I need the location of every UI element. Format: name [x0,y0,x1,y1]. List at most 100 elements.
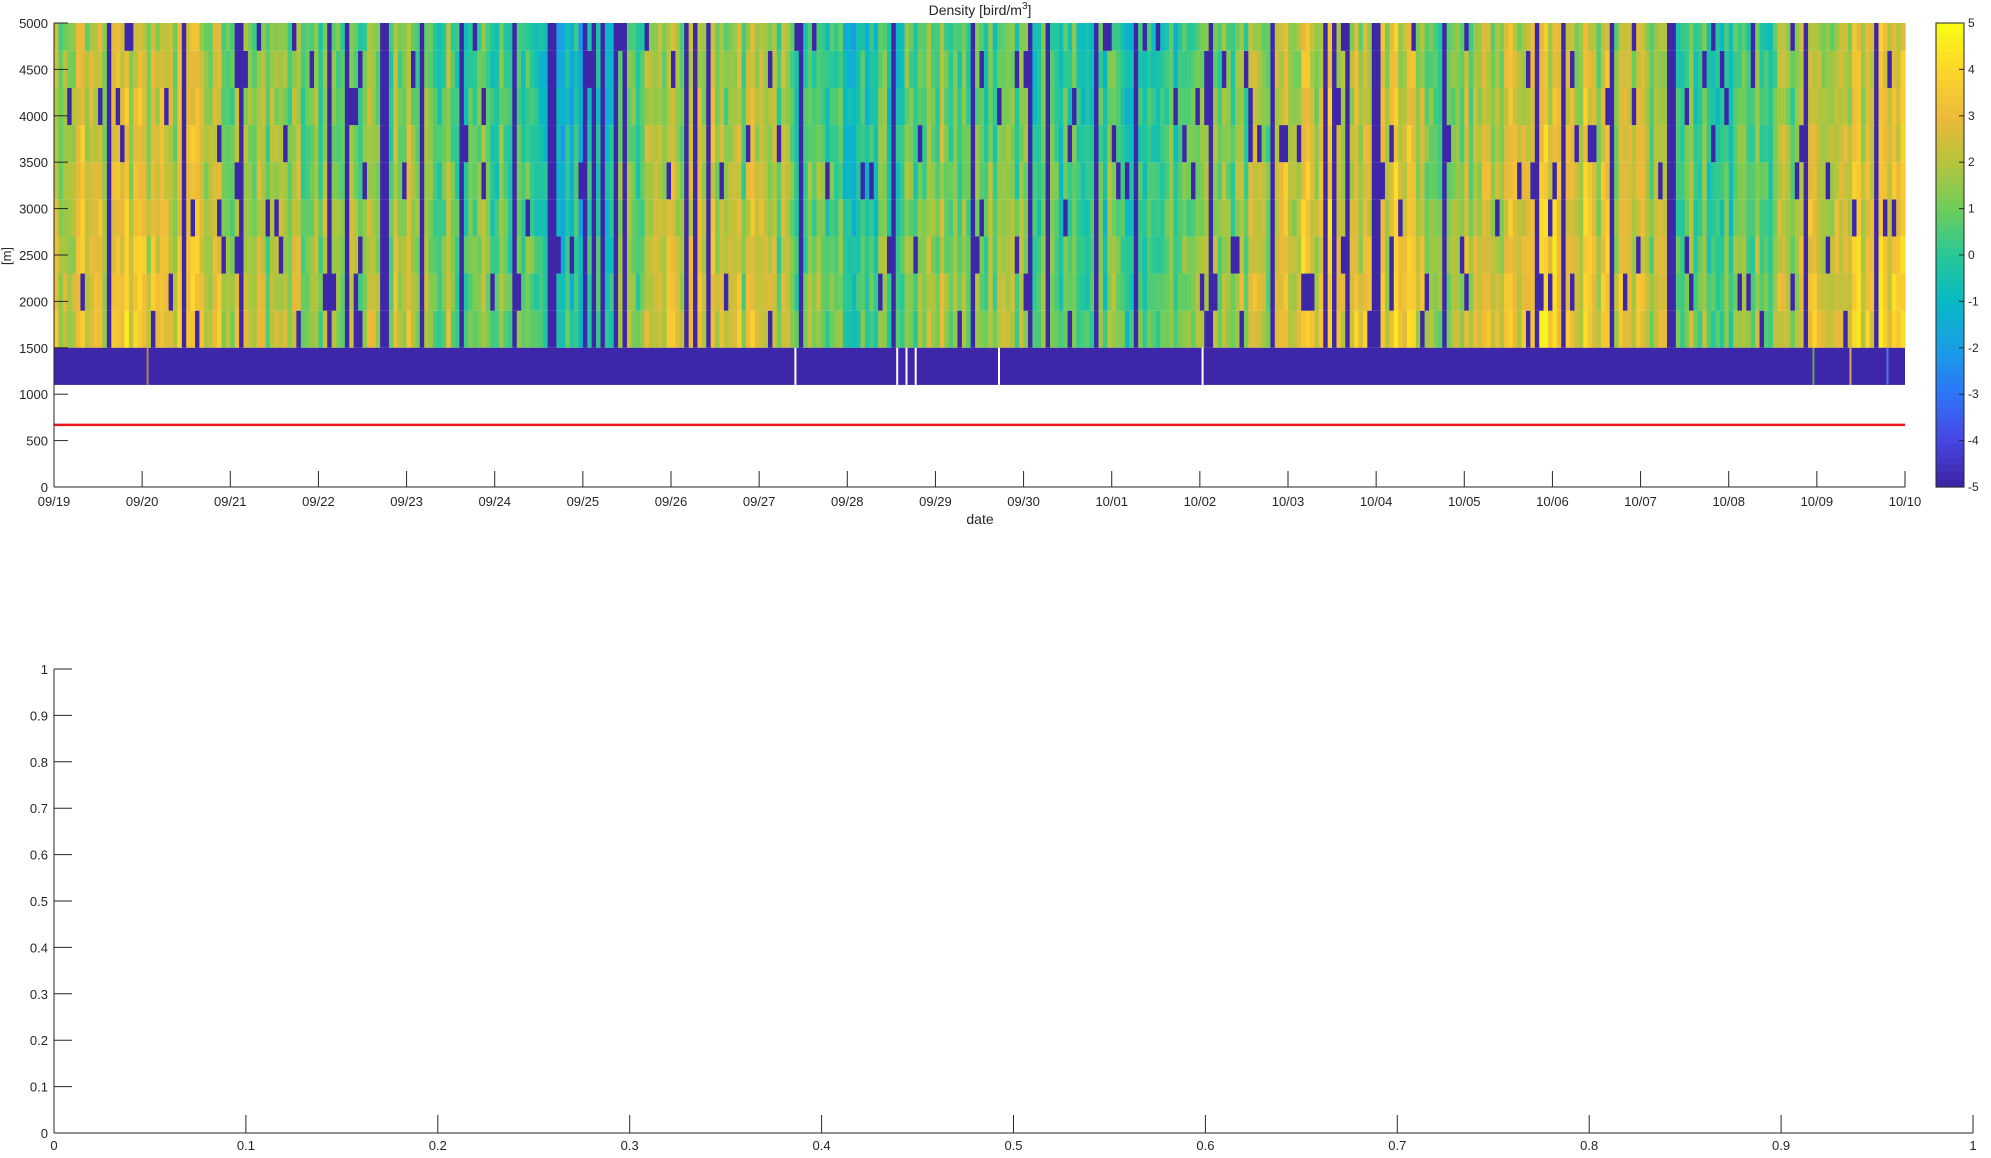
heatmap-cell [569,199,575,237]
heatmap-cell [1896,162,1902,200]
heatmap-cell [155,199,161,237]
heatmap-cell [1160,310,1166,348]
heatmap-cell [1301,273,1307,311]
heatmap-cell [772,162,778,200]
heatmap-cell [1076,199,1082,237]
heatmap-cell [349,162,355,200]
heatmap-cell [1186,125,1192,163]
heatmap-cell [1406,162,1412,200]
heatmap-cell [1411,236,1417,274]
heatmap-cell [93,87,99,126]
heatmap-cell [622,125,628,163]
heatmap-cell [1578,125,1584,163]
heatmap-cell [1728,273,1734,311]
heatmap-cell [759,50,765,88]
heatmap-cell [829,199,835,237]
heatmap-cell [547,236,553,274]
heatmap-cell [1486,50,1492,88]
heatmap-cell [1261,273,1267,311]
heatmap-cell [128,87,134,126]
heatmap-cell [1102,125,1108,163]
heatmap-cell [626,162,632,200]
heatmap-cell [878,236,884,274]
colorbar-segment [1936,334,1964,343]
heatmap-cell [1415,23,1421,51]
heatmap-cell [666,87,672,126]
heatmap-cell [582,310,588,348]
heatmap-cell [679,310,685,348]
heatmap-cell [1565,87,1571,126]
heatmap-cell [1301,199,1307,237]
heatmap-cell [142,50,148,88]
heatmap-cell [719,310,725,348]
heatmap-cell [900,199,906,237]
heatmap-cell [164,310,170,348]
heatmap-cell [1340,236,1346,274]
heatmap-cell [54,273,60,311]
heatmap-cell [1521,162,1527,200]
heatmap-cell [177,310,183,348]
heatmap-cell [556,162,562,200]
heatmap-cell [481,87,487,126]
heatmap-cell [1354,273,1360,311]
heatmap-cell [578,87,584,126]
heatmap-cell [1693,310,1699,348]
heatmap-cell [1834,236,1840,274]
heatmap-cell [181,162,187,200]
heatmap-cell [767,50,773,88]
heatmap-cell [944,50,950,88]
heatmap-cell [296,125,302,163]
heatmap-cell [631,162,637,200]
heatmap-cell [582,23,588,51]
heatmap-cell [1301,162,1307,200]
heatmap-cell [296,162,302,200]
heatmap-cell [80,199,86,237]
heatmap-cell [1270,236,1276,274]
heatmap-cell [1481,199,1487,237]
heatmap-cell [1464,125,1470,163]
x-tick-label: 09/23 [390,494,423,509]
heatmap-cell [1323,50,1329,88]
heatmap-cell [1503,236,1509,274]
heatmap-cell [1208,50,1214,88]
heatmap-cell [1429,236,1435,274]
heatmap-cell [728,310,734,348]
heatmap-cell [1667,199,1673,237]
heatmap-cell [1296,50,1302,88]
heatmap-cell [671,236,677,274]
heatmap-cell [380,236,386,274]
heatmap-cell [737,50,743,88]
heatmap-cell [1098,87,1104,126]
heatmap-cell [1715,87,1721,126]
heatmap-cell [1142,87,1148,126]
heatmap-cell [878,87,884,126]
heatmap-cell [1552,87,1558,126]
heatmap-cell [1644,23,1650,51]
heatmap-cell [1138,125,1144,163]
heatmap-cell [944,310,950,348]
heatmap-cell [1543,199,1549,237]
heatmap-cell [344,199,350,237]
heatmap-cell [1261,162,1267,200]
heatmap-cell [1565,273,1571,311]
heatmap-cell [1296,125,1302,163]
heatmap-cell [1142,162,1148,200]
heatmap-cell [728,273,734,311]
heatmap-cell [552,50,558,88]
heatmap-cell [842,125,848,163]
heatmap-cell [384,162,390,200]
heatmap-cell [1116,23,1122,51]
heatmap-cell [1116,87,1122,126]
heatmap-cell [1384,50,1390,88]
heatmap-cell [76,162,82,200]
heatmap-cell [1860,125,1866,163]
heatmap-cell [1217,199,1223,237]
heatmap-cell [1653,236,1659,274]
heatmap-cell [1380,50,1386,88]
heatmap-cell [1032,236,1038,274]
heatmap-cell [1085,125,1091,163]
heatmap-cell [1411,310,1417,348]
heatmap-cell [1208,125,1214,163]
heatmap-cell [860,236,866,274]
